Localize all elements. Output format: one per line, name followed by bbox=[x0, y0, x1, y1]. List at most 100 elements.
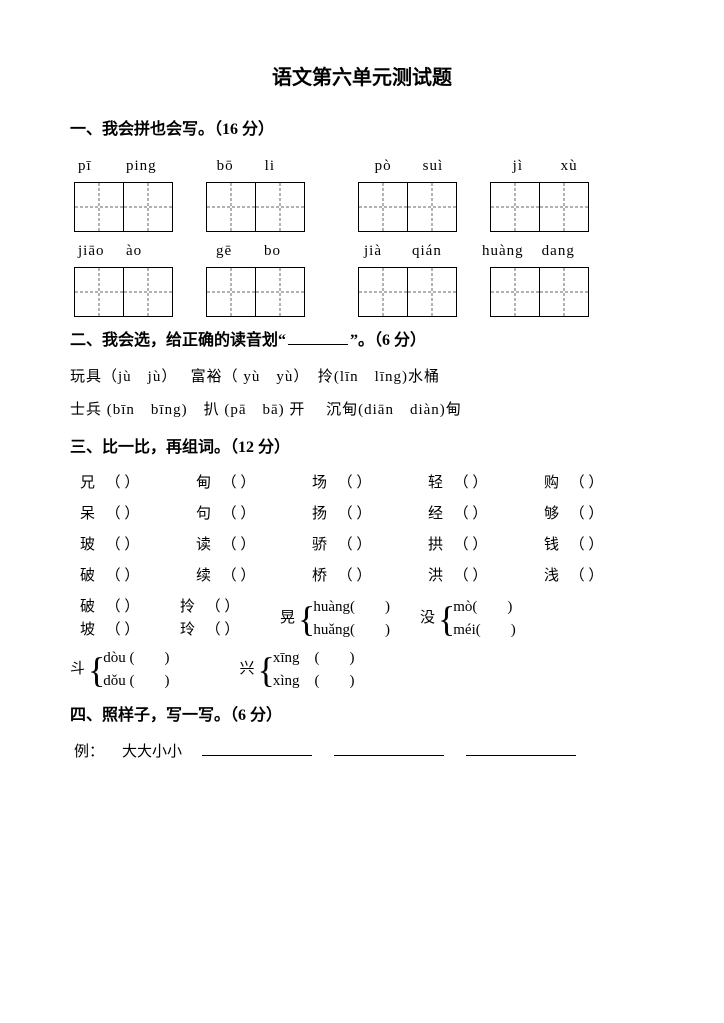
word-cell: 句 bbox=[196, 501, 306, 528]
char: 甸 bbox=[196, 475, 211, 491]
box-row-2 bbox=[70, 267, 654, 317]
tian-box bbox=[206, 267, 256, 317]
pair-col: 拎 玲 bbox=[180, 596, 250, 641]
tian-box bbox=[539, 267, 589, 317]
tian-pair bbox=[358, 267, 455, 317]
paren-blank bbox=[211, 563, 266, 590]
brace-stack: dòu ( ) dǒu ( ) bbox=[103, 647, 169, 692]
section-3-head: 三、比一比，再组词。（12 分） bbox=[70, 434, 654, 463]
brace-group: 兴 { xīng ( ) xìng ( ) bbox=[240, 647, 355, 692]
paren-blank bbox=[443, 501, 498, 528]
pinyin: pò bbox=[375, 153, 405, 180]
mixed-row: 破 坡 拎 玲 晃 { huàng( ) huǎng( ) 没 { mò( ) … bbox=[70, 596, 654, 641]
pinyin: bo bbox=[264, 238, 294, 265]
char: 扬 bbox=[312, 506, 327, 522]
tian-box bbox=[123, 182, 173, 232]
word-cell: 钱 bbox=[544, 532, 654, 559]
example-row: 例： 大大小小 bbox=[70, 739, 654, 766]
char: 坡 bbox=[80, 622, 95, 638]
char: 场 bbox=[312, 475, 327, 491]
tian-box bbox=[74, 267, 124, 317]
section-2-head-b: ”。（6 分） bbox=[350, 332, 426, 349]
tian-box bbox=[407, 267, 457, 317]
char: 购 bbox=[544, 475, 559, 491]
tian-pair bbox=[206, 267, 303, 317]
paren-blank bbox=[443, 470, 498, 497]
char: 破 bbox=[80, 599, 95, 615]
tian-box bbox=[255, 267, 305, 317]
tian-box bbox=[490, 182, 540, 232]
char: 兄 bbox=[80, 475, 95, 491]
char: 玲 bbox=[180, 622, 195, 638]
word-cell: 轻 bbox=[428, 470, 538, 497]
char: 够 bbox=[544, 506, 559, 522]
q2-line-2: 士兵 (bīn bīng) 扒 (pā bā) 开 沉甸(diān diàn)甸 bbox=[70, 397, 654, 424]
tian-pair bbox=[358, 182, 455, 232]
pinyin: xù bbox=[561, 153, 591, 180]
word-cell: 洪 bbox=[428, 563, 538, 590]
tian-box bbox=[206, 182, 256, 232]
reading: dòu ( bbox=[103, 650, 134, 666]
section-4-head: 四、照样子，写一写。（6 分） bbox=[70, 702, 654, 731]
underline-blank bbox=[334, 741, 444, 756]
paren-blank bbox=[559, 563, 614, 590]
pinyin: li bbox=[265, 153, 295, 180]
tian-box bbox=[407, 182, 457, 232]
pinyin: pī bbox=[78, 153, 108, 180]
paren-blank bbox=[327, 532, 382, 559]
reading: xìng ( bbox=[273, 673, 320, 689]
tian-pair bbox=[490, 182, 587, 232]
underline-blank bbox=[466, 741, 576, 756]
paren-blank bbox=[211, 501, 266, 528]
section-1-head: 一、我会拼也会写。（16 分） bbox=[70, 116, 654, 145]
example-label: 例： bbox=[74, 739, 104, 766]
paren-blank bbox=[95, 596, 150, 619]
reading: xīng ( bbox=[273, 650, 320, 666]
char: 呆 bbox=[80, 506, 95, 522]
paren-blank bbox=[559, 470, 614, 497]
reading: huǎng( bbox=[313, 622, 355, 638]
paren-blank bbox=[195, 596, 250, 619]
paren-blank bbox=[443, 532, 498, 559]
pair-col: 破 坡 bbox=[80, 596, 150, 641]
reading: huàng( bbox=[313, 599, 355, 615]
brace-stack: mò( ) méi( ) bbox=[453, 596, 516, 641]
brace-lead-char: 兴 bbox=[240, 656, 258, 683]
char: 续 bbox=[196, 568, 211, 584]
paren-blank bbox=[327, 501, 382, 528]
pinyin: gē bbox=[216, 238, 246, 265]
paren-blank bbox=[195, 619, 250, 642]
underline-blank bbox=[288, 329, 348, 345]
tian-box bbox=[123, 267, 173, 317]
word-cell: 够 bbox=[544, 501, 654, 528]
tian-pair bbox=[74, 182, 171, 232]
char: 句 bbox=[196, 506, 211, 522]
page-title: 语文第六单元测试题 bbox=[70, 60, 654, 96]
char: 骄 bbox=[312, 537, 327, 553]
pinyin: suì bbox=[423, 153, 453, 180]
pinyin: jiāo bbox=[78, 238, 108, 265]
char: 桥 bbox=[312, 568, 327, 584]
reading: dǒu ( bbox=[103, 673, 134, 689]
pinyin-group: bōli bbox=[217, 153, 295, 180]
brace-lead-char: 晃 bbox=[280, 605, 298, 632]
paren-blank bbox=[327, 563, 382, 590]
pinyin: ping bbox=[126, 153, 157, 180]
pinyin-group: gēbo bbox=[216, 238, 294, 265]
tian-pair bbox=[206, 182, 303, 232]
brace-lead-char: 斗 bbox=[70, 656, 88, 683]
pinyin-group: jìxù bbox=[513, 153, 591, 180]
brace-stack: huàng( ) huǎng( ) bbox=[313, 596, 390, 641]
pinyin: jià bbox=[364, 238, 394, 265]
paren-blank bbox=[327, 470, 382, 497]
word-cell: 兄 bbox=[80, 470, 190, 497]
char: 拎 bbox=[180, 599, 195, 615]
tian-box bbox=[358, 267, 408, 317]
tian-box bbox=[539, 182, 589, 232]
pinyin: huàng bbox=[482, 238, 524, 265]
q2-line-1: 玩具（jù jù） 富裕（ yù yù） 拎(līn līng)水桶 bbox=[70, 364, 654, 391]
pinyin: dang bbox=[542, 238, 575, 265]
char: 破 bbox=[80, 568, 95, 584]
word-cell: 读 bbox=[196, 532, 306, 559]
word-cell: 购 bbox=[544, 470, 654, 497]
